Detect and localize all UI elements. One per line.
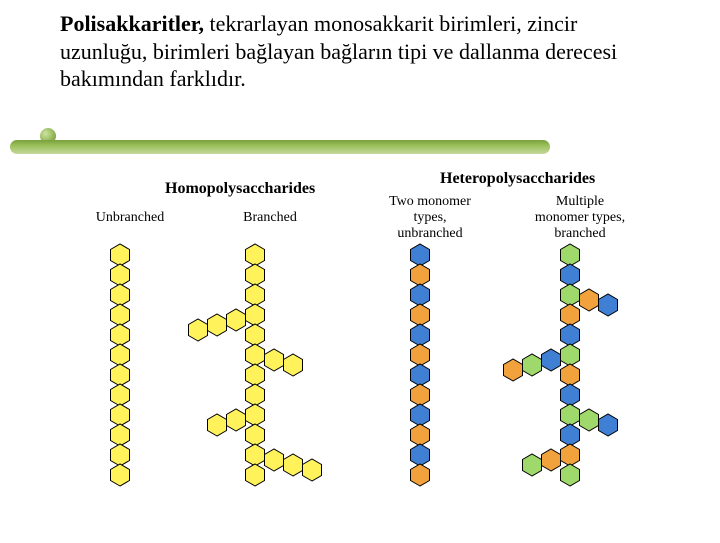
title-text: Polisakkaritler, tekrarlayan monosakkari…	[60, 10, 670, 93]
chain-multi-mono	[500, 243, 660, 543]
polysaccharide-diagram: Homopolysaccharides Heteropolysaccharide…	[70, 170, 670, 530]
homopoly-header: Homopolysaccharides	[165, 180, 315, 198]
chain-two-mono	[350, 243, 470, 543]
chain-branched	[185, 243, 345, 543]
chain-unbranched	[50, 243, 170, 543]
label-branched: Branched	[230, 210, 310, 226]
label-multi-mono: Multiplemonomer types,branched	[520, 194, 640, 242]
accent-bar	[10, 140, 550, 154]
heteropoly-header: Heteropolysaccharides	[440, 170, 595, 188]
label-unbranched: Unbranched	[90, 210, 170, 226]
label-two-mono: Two monomertypes,unbranched	[375, 194, 485, 242]
title-lead: Polisakkaritler,	[60, 11, 204, 36]
